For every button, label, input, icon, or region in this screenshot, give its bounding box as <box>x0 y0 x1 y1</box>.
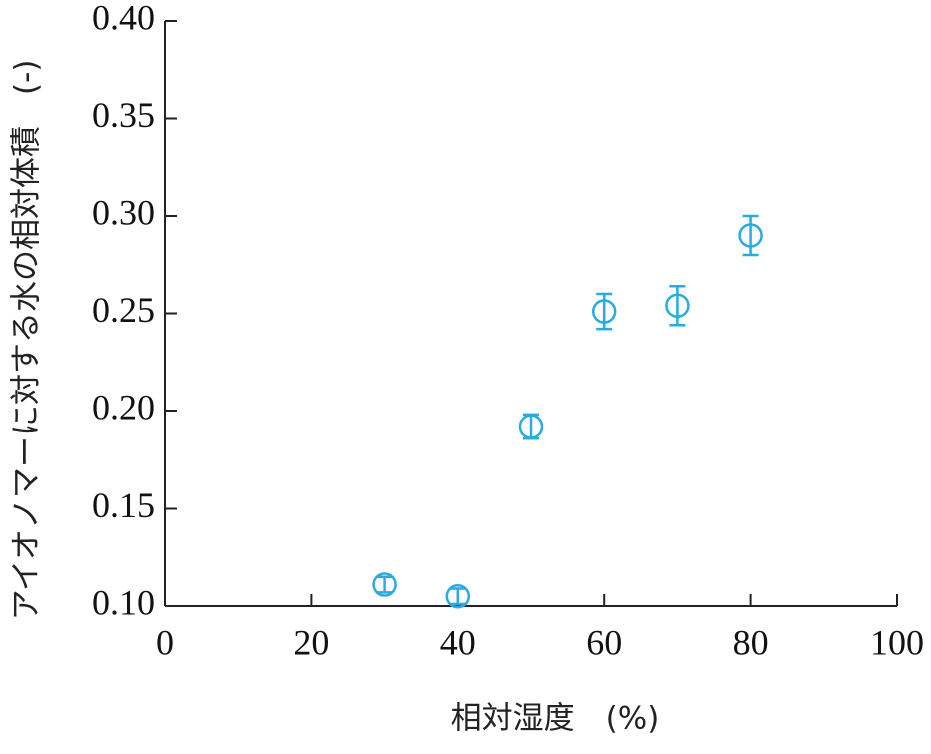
data-point <box>372 572 397 597</box>
y-axis-label: アイオノマーに対する水の相対体積 (-) <box>9 60 45 621</box>
error-bar <box>742 214 759 257</box>
y-tick-label: 0.40 <box>92 0 155 37</box>
y-tick-label: 0.35 <box>92 95 155 135</box>
data-point <box>738 223 763 248</box>
data-point <box>665 293 690 318</box>
x-tick-label: 0 <box>156 622 174 662</box>
x-axis-label: 相対湿度 (%) <box>451 701 660 737</box>
error-bar <box>596 292 613 331</box>
y-tick-label: 0.20 <box>92 387 155 427</box>
data-point <box>591 299 617 324</box>
error-bar <box>669 284 686 327</box>
y-tick-label: 0.10 <box>92 582 155 622</box>
x-tick-label: 100 <box>870 622 924 662</box>
y-tick-label: 0.30 <box>92 192 155 232</box>
data-point <box>518 414 544 439</box>
error-bar <box>449 587 466 606</box>
x-tick-label: 40 <box>440 622 476 662</box>
y-tick-label: 0.15 <box>92 485 155 525</box>
x-tick-label: 20 <box>293 622 329 662</box>
data-point <box>445 584 471 609</box>
y-tick-label: 0.25 <box>92 290 155 330</box>
error-bar <box>376 575 393 594</box>
x-tick-label: 60 <box>586 622 622 662</box>
x-tick-label: 80 <box>733 622 769 662</box>
